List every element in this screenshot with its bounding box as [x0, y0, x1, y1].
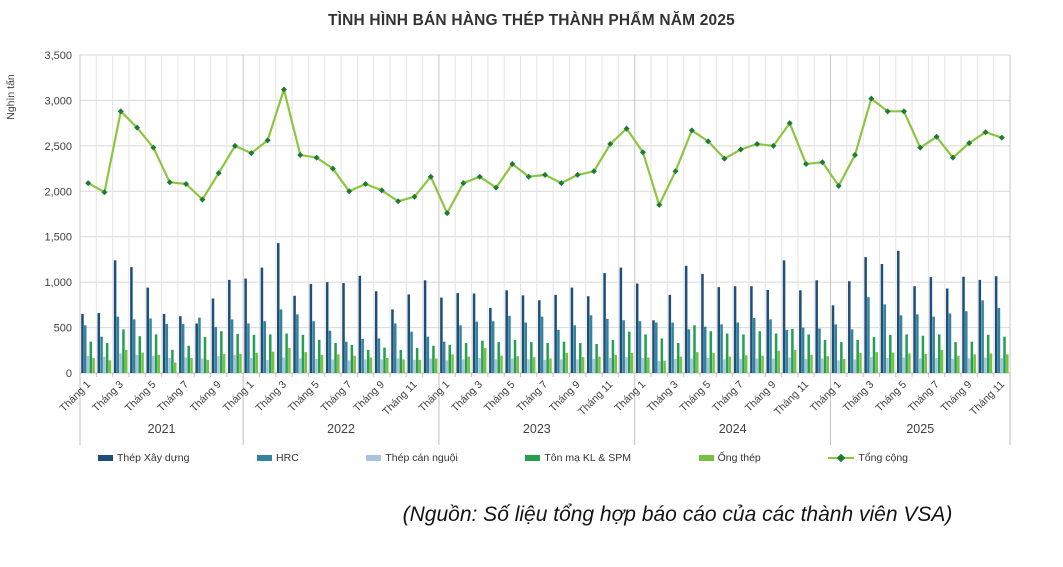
svg-text:0: 0	[66, 368, 72, 380]
chart-legend: Thép Xây dựng HRC Thép cán nguội Tôn mạ KL …	[98, 452, 908, 464]
legend-item-1: HRC	[257, 452, 299, 464]
svg-text:Tháng 3: Tháng 3	[841, 379, 877, 415]
svg-text:Tháng 7: Tháng 7	[319, 379, 355, 415]
svg-text:Tháng 3: Tháng 3	[645, 379, 681, 415]
svg-text:Tháng 7: Tháng 7	[710, 379, 746, 415]
year-labels: 2021 2022 2023 2024 2025	[148, 422, 935, 436]
bar-series-1	[83, 297, 1001, 373]
svg-text:Tháng 7: Tháng 7	[155, 379, 191, 415]
legend-item-2: Thép cán nguội	[366, 452, 458, 464]
svg-text:2,000: 2,000	[44, 186, 72, 198]
svg-text:2022: 2022	[327, 422, 355, 436]
svg-text:Tháng 1: Tháng 1	[808, 379, 844, 415]
legend-label-0: Thép Xây dựng	[117, 452, 190, 464]
svg-text:2025: 2025	[906, 422, 934, 436]
svg-text:3,500: 3,500	[44, 50, 72, 62]
total-line	[87, 88, 1003, 215]
svg-text:2023: 2023	[523, 422, 551, 436]
svg-text:Tháng 5: Tháng 5	[123, 379, 159, 415]
bar-series-2	[86, 353, 1003, 373]
svg-text:3,000: 3,000	[44, 95, 72, 107]
svg-text:Tháng 11: Tháng 11	[576, 379, 615, 418]
svg-text:2,500: 2,500	[44, 141, 72, 153]
svg-text:Tháng 11: Tháng 11	[968, 379, 1007, 418]
svg-text:Tháng 5: Tháng 5	[286, 379, 322, 415]
total-line-markers	[85, 86, 1005, 217]
legend-label-1: HRC	[276, 452, 299, 464]
y-axis-title: Nghìn tấn	[5, 74, 17, 120]
legend-item-0: Thép Xây dựng	[98, 452, 189, 464]
svg-text:Tháng 3: Tháng 3	[90, 379, 126, 415]
legend-swatch-bar-1	[257, 455, 273, 461]
svg-text:Tháng 3: Tháng 3	[449, 379, 485, 415]
svg-text:Tháng 5: Tháng 5	[482, 379, 518, 415]
chart-title: TÌNH HÌNH BÁN HÀNG THÉP THÀNH PHẨM NĂM 2…	[327, 12, 736, 29]
svg-text:Tháng 1: Tháng 1	[221, 379, 257, 415]
source-note: (Nguồn: Số liệu tổng hợp báo cáo của các…	[402, 503, 953, 526]
legend-label-5: Tổng cộng	[858, 452, 908, 464]
svg-text:Tháng 3: Tháng 3	[253, 379, 289, 415]
legend-swatch-bar-4	[698, 455, 714, 461]
svg-text:Tháng 1: Tháng 1	[416, 379, 452, 415]
legend-label-3: Tôn mạ KL & SPM	[544, 452, 631, 464]
svg-text:Tháng 1: Tháng 1	[58, 379, 94, 415]
svg-text:Tháng 7: Tháng 7	[906, 379, 942, 415]
y-gridlines	[80, 54, 1010, 329]
legend-label-4: Ống thép	[717, 452, 761, 464]
svg-text:Tháng 9: Tháng 9	[188, 379, 224, 415]
svg-text:2024: 2024	[719, 422, 747, 436]
legend-item-4: Ống thép	[698, 452, 761, 464]
svg-text:500: 500	[54, 323, 72, 335]
legend-swatch-line	[828, 453, 855, 463]
legend-swatch-bar-2	[366, 455, 382, 461]
legend-swatch-bar-3	[525, 455, 541, 461]
bar-series-4	[92, 348, 1009, 373]
legend-swatch-bar-0	[98, 455, 113, 461]
svg-text:1,500: 1,500	[44, 232, 72, 244]
svg-text:Tháng 1: Tháng 1	[612, 379, 648, 415]
legend-item-3: Tôn mạ KL & SPM	[525, 452, 631, 464]
svg-text:Tháng 7: Tháng 7	[514, 379, 550, 415]
bar-series-3	[89, 325, 1006, 373]
legend-label-2: Thép cán nguội	[385, 452, 458, 464]
y-tick-labels: 0 500 1,000 1,500 2,000 2,500 3,000 3,500	[44, 50, 72, 380]
svg-text:1,000: 1,000	[44, 277, 72, 289]
svg-text:Tháng 11: Tháng 11	[380, 379, 419, 418]
svg-text:Tháng 5: Tháng 5	[678, 379, 714, 415]
chart-plot: Nghìn tấn 0 500 1,000 1,500 2,000 2,500 3,000 3…	[5, 50, 1011, 445]
legend-item-5: Tổng cộng	[828, 452, 908, 464]
svg-text:2021: 2021	[148, 422, 176, 436]
svg-text:Tháng 11: Tháng 11	[772, 379, 811, 418]
svg-text:Tháng 5: Tháng 5	[873, 379, 909, 415]
x-gridlines	[79, 55, 1011, 445]
bar-series-0	[81, 243, 998, 373]
